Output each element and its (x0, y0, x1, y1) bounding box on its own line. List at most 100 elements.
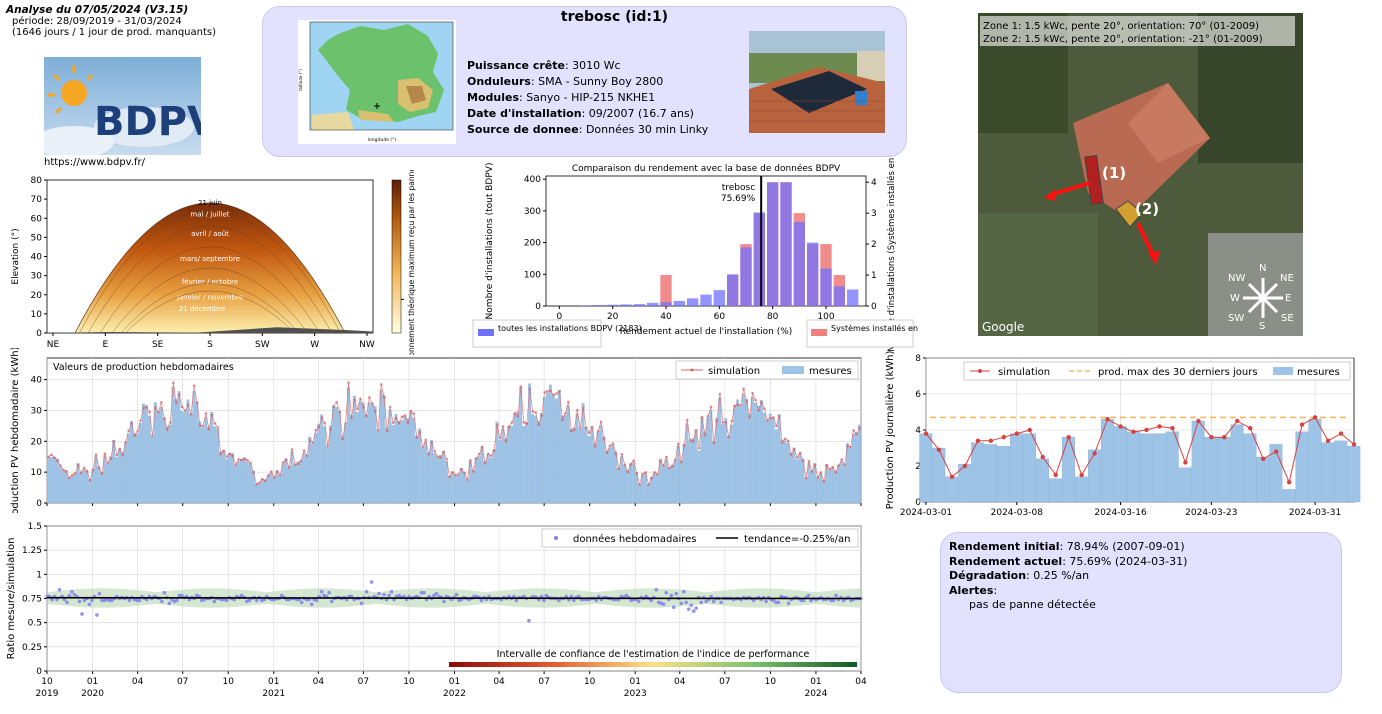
simulation-point (623, 463, 627, 467)
simulation-point (189, 412, 193, 416)
ratio-point (542, 598, 546, 603)
weekly-bar (403, 416, 407, 504)
simulation-point (543, 391, 546, 394)
legend-label-all: toutes les installations BDPV (2183) (498, 324, 642, 333)
weekly-bar (480, 446, 484, 504)
weekly-bar (581, 402, 585, 504)
simulation-point (267, 474, 270, 477)
weekly-bar (849, 447, 852, 504)
weekly-bar (522, 426, 526, 504)
map-brand: Google (982, 320, 1024, 334)
simulation-point (700, 415, 704, 419)
ratio-point (664, 590, 669, 595)
simulation-point (665, 455, 668, 459)
ratio-point (831, 598, 836, 603)
simulation-point (133, 434, 136, 438)
simulation-point (846, 444, 849, 448)
weekly-bar (150, 435, 154, 504)
simulation-point (754, 398, 757, 402)
weekly-bar (49, 456, 53, 504)
weekly-bar (94, 456, 98, 504)
weekly-bar (269, 472, 273, 504)
xtick-label: SW (255, 340, 270, 350)
weekly-bar (272, 476, 276, 504)
simulation-point (1092, 451, 1097, 456)
simulation-point (373, 409, 377, 413)
simulation-point (427, 452, 431, 456)
daily-bar (1087, 449, 1101, 503)
simulation-point (570, 429, 573, 433)
bdpv-url[interactable]: https://www.bdpv.fr/ (44, 157, 146, 168)
simulation-point (47, 455, 50, 459)
alert-message: pas de panne détectée (969, 598, 1096, 611)
simulation-point (382, 396, 386, 399)
summary-panel (940, 532, 1342, 693)
hist-bar-all (593, 305, 605, 306)
simulation-point (501, 425, 505, 428)
xtick-label: 04 (132, 677, 144, 687)
ratio-point (359, 601, 364, 606)
daily-bar (1126, 431, 1140, 503)
ratio-point (751, 598, 756, 603)
sun-curve-label: mars/ septembre (180, 255, 240, 263)
weekly-bar (771, 417, 775, 504)
simulation-point (362, 405, 365, 409)
simulation-point (1222, 435, 1227, 440)
daily-bar (1010, 433, 1024, 503)
simulation-point (474, 457, 478, 460)
compass-w: W (1230, 293, 1240, 304)
simulation-point (335, 400, 338, 404)
daily-bar (1036, 458, 1049, 503)
sun-curve (125, 290, 295, 334)
weekly-bar (554, 398, 558, 504)
legend-label-weekly: données hebdomadaires (573, 533, 697, 545)
weekly-bar (516, 411, 520, 504)
simulation-point (495, 423, 499, 427)
weekly-bar (756, 406, 760, 504)
simulation-point (219, 452, 223, 456)
simulation-point (682, 444, 686, 447)
simulation-point (671, 465, 674, 468)
ratio-point (382, 592, 386, 597)
sun-curve-label: mai / juillet (190, 211, 229, 219)
y2tick-label: 2 (871, 240, 877, 250)
ratio-point (786, 601, 791, 606)
daily-ylabel: Production PV journalière (kWh) (884, 350, 896, 509)
legend-label-max: prod. max des 30 derniers jours (1098, 367, 1258, 378)
simulation-point (1286, 480, 1292, 485)
weekly-bar (204, 416, 208, 504)
weekly-bar (171, 386, 175, 504)
simulation-point (843, 463, 846, 466)
legend-box (963, 361, 1351, 381)
simulation-point (252, 471, 255, 474)
simulation-point (620, 452, 624, 456)
simulation-point (596, 429, 600, 433)
weekly-bar (495, 421, 499, 504)
ytick-label: 2 (915, 462, 921, 472)
daily-bar (1165, 431, 1179, 503)
sun-curve (87, 225, 333, 334)
simulation-point (852, 429, 855, 432)
simulation-point (65, 470, 68, 473)
weekly-bar (528, 383, 532, 504)
hist-bar-all (833, 286, 845, 306)
install-field-value: 09/2007 (16.7 ans) (588, 107, 694, 120)
weekly-bar (851, 433, 855, 504)
simulation-point (688, 438, 692, 442)
weekly-bar (358, 401, 362, 504)
weekly-bar (346, 387, 350, 504)
hist-bar-all (620, 304, 632, 306)
ratio-point (319, 589, 324, 594)
installation-name: trebosc (id:1) (560, 9, 669, 25)
ratio-point (774, 600, 778, 605)
simulation-point (424, 438, 428, 442)
simulation-point (1131, 429, 1136, 434)
simulation-point (166, 428, 169, 431)
weekly-bar (376, 430, 380, 504)
simulation-point (703, 433, 707, 437)
weekly-bar (783, 440, 787, 504)
simulation-point (552, 393, 555, 397)
xtick-label: 04 (313, 677, 325, 687)
simulation-point (258, 481, 261, 485)
weekly-bar (379, 389, 383, 504)
